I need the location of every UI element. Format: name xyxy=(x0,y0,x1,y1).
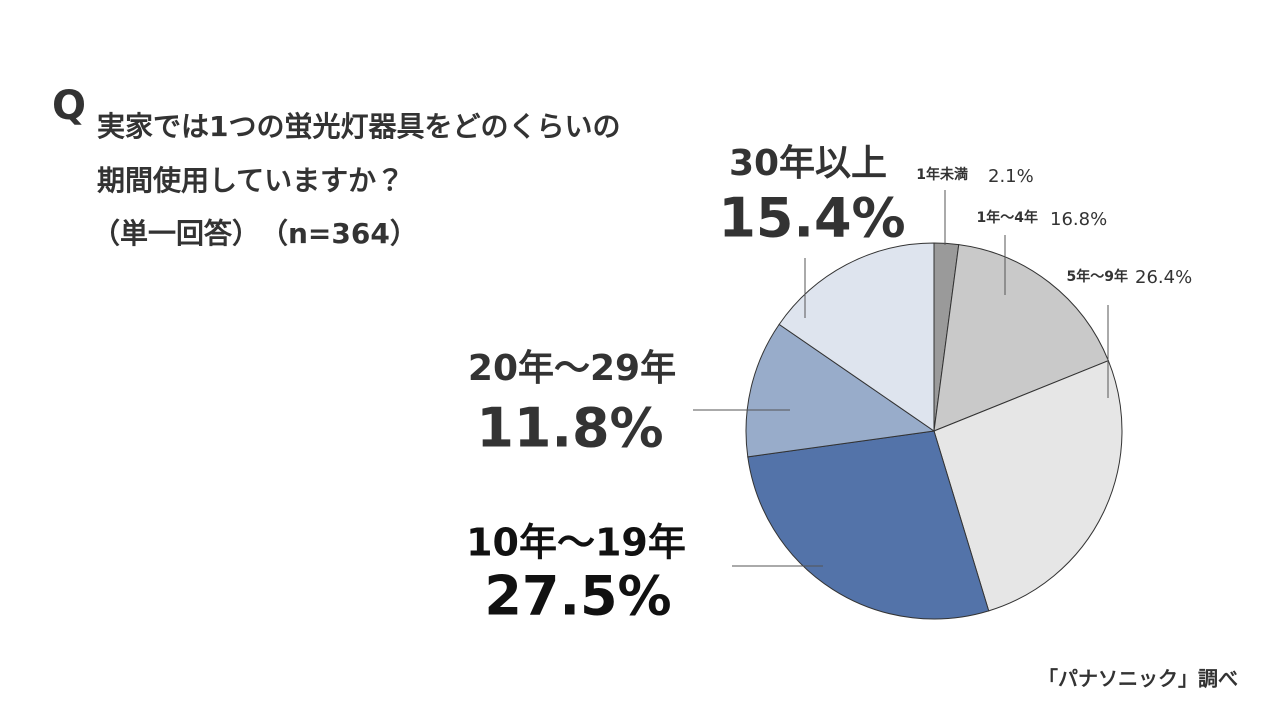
value-label: 11.8% xyxy=(476,397,663,460)
title-line: 期間使用していますか？ xyxy=(97,164,404,197)
source: 「パナソニック」調べ xyxy=(1038,667,1238,691)
value-label: 26.4% xyxy=(1135,267,1192,288)
pie-slice xyxy=(745,323,936,458)
value-label: 15.4% xyxy=(718,187,905,250)
value-label: 27.5% xyxy=(484,565,671,628)
pie-slice xyxy=(933,244,1110,432)
pie-slice xyxy=(778,242,935,432)
slice-label: 5年～9年 xyxy=(1067,268,1128,285)
title-line: 実家では1つの蛍光灯器具をどのくらいの xyxy=(97,110,621,143)
value-label: 2.1% xyxy=(988,166,1034,187)
pie-slice xyxy=(747,430,990,620)
subtitle: （単一回答） （n=364） xyxy=(92,217,418,250)
pie-slice xyxy=(933,360,1123,612)
slice-label: 30年以上 xyxy=(729,143,887,184)
slice-label: 1年未満 xyxy=(916,166,968,183)
slice-label: 1年～4年 xyxy=(977,209,1038,226)
question-mark: Q xyxy=(52,83,86,129)
slice-label: 10年～19年 xyxy=(466,521,686,565)
slice-label: 20年～29年 xyxy=(468,348,676,389)
value-label: 16.8% xyxy=(1050,209,1107,230)
